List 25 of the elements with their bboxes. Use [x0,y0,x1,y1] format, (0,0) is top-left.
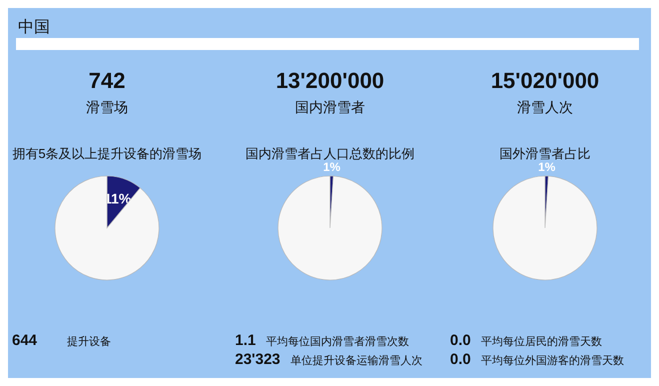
pie-slice [54,176,160,280]
text: 国内滑雪者占人口总数的比例 [246,146,414,161]
pie-slice [278,176,382,280]
chart-title: 15'020'000 [490,68,600,93]
text: 平均每位外国游客的滑雪天数 [480,354,624,367]
chart-title: 742 [88,68,126,93]
text: 23'323 [235,351,280,368]
text: 国外滑雪者占比 [500,146,590,161]
text: 平均每位国内滑雪者滑雪次数 [266,335,409,348]
pie-slice [492,176,598,280]
text: 提升设备 [67,335,111,348]
text: 0.0 [450,332,471,349]
chart-subtitle: 国内滑雪者 [295,99,365,115]
text: 1.1 [235,332,256,349]
text: 平均每位居民的滑雪天数 [480,336,602,348]
chart-subtitle: 滑雪人次 [517,99,573,115]
chart-title: 13'200'000 [276,68,384,93]
text: 0.0 [450,351,471,368]
text: 644 [12,332,38,349]
chart-subtitle: 滑雪场 [86,99,128,115]
data-label: 1% [323,160,341,174]
text: 拥有5条及以上提升设备的滑雪场 [12,146,202,161]
text: 中国 [18,18,50,36]
text: 单位提升设备运输滑雪人次 [290,354,422,367]
data-label: 1% [538,160,556,174]
